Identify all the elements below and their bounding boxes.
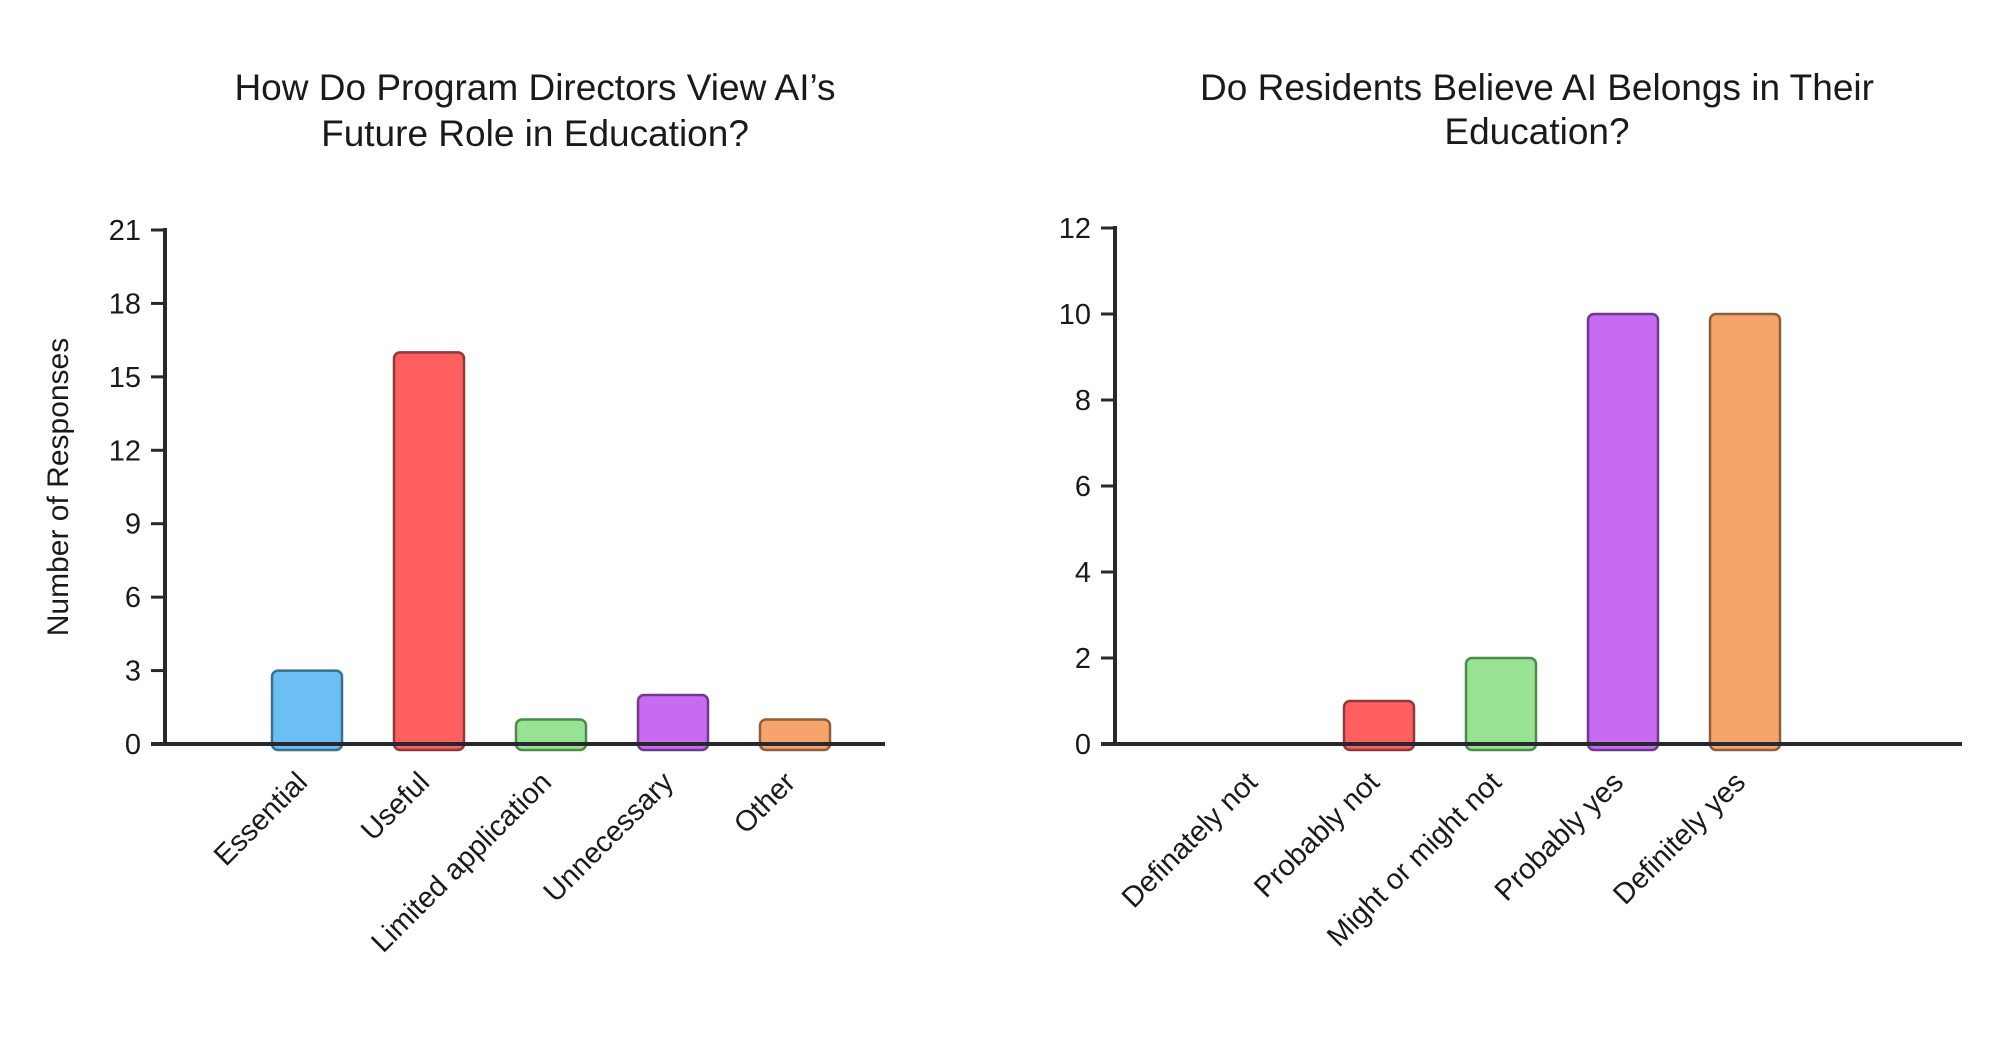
- x-tick-label: Essential: [208, 766, 314, 872]
- x-tick-label: Definately not: [1116, 766, 1264, 914]
- x-tick-label: Probably not: [1248, 766, 1386, 904]
- bar-might-or-might-not: [1464, 656, 1538, 752]
- chart-title-line: Education?: [1444, 111, 1629, 152]
- y-tick-label: 3: [125, 656, 141, 688]
- bar-definitely-yes: [1708, 312, 1782, 752]
- y-tick-label: 0: [125, 729, 141, 761]
- x-tick-label: Other: [728, 766, 802, 840]
- bar-useful: [392, 351, 466, 752]
- y-tick-label: 10: [1059, 299, 1091, 331]
- chart-title-line: How Do Program Directors View AI’s: [234, 67, 835, 108]
- x-tick-label: Definitely yes: [1607, 766, 1752, 911]
- x-tick-label: Useful: [355, 766, 436, 847]
- bar-unnecessary: [636, 693, 710, 752]
- x-tick-label: Unnecessary: [538, 766, 681, 909]
- y-tick-label: 8: [1075, 385, 1091, 417]
- y-tick-label: 6: [1075, 471, 1091, 503]
- y-tick-label: 6: [125, 582, 141, 614]
- bar-probably-yes: [1586, 312, 1660, 752]
- y-tick-label: 21: [109, 215, 141, 247]
- chart-title-line: Do Residents Believe AI Belongs in Their: [1200, 67, 1874, 108]
- y-tick-label: 15: [109, 362, 141, 394]
- y-tick-label: 4: [1075, 557, 1091, 589]
- chart-title-line: Future Role in Education?: [321, 113, 749, 154]
- chart-program-directors: How Do Program Directors View AI’s Future…: [42, 67, 885, 959]
- y-axis-label: Number of Responses: [42, 338, 75, 636]
- bar-probably-not: [1342, 699, 1416, 752]
- y-tick-label: 2: [1075, 643, 1091, 675]
- y-tick-label: 18: [109, 288, 141, 320]
- y-tick-label: 12: [109, 435, 141, 467]
- y-tick-label: 9: [125, 509, 141, 541]
- chart-residents: Do Residents Believe AI Belongs in Their…: [1059, 67, 1962, 953]
- bar-essential: [270, 669, 344, 752]
- y-tick-label: 12: [1059, 213, 1091, 245]
- y-tick-label: 0: [1075, 729, 1091, 761]
